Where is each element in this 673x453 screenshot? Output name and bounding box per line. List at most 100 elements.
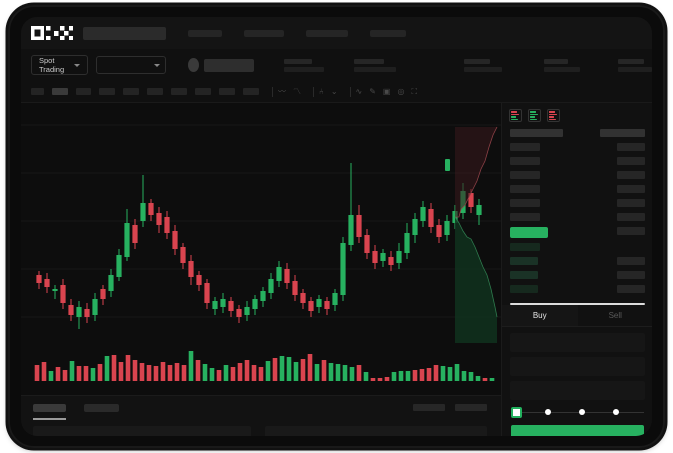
orderbook-bid-row[interactable] (510, 285, 645, 299)
timeframe-15m[interactable] (76, 88, 91, 95)
order-amount-field[interactable] (510, 356, 645, 376)
bottom-action-1[interactable] (413, 404, 445, 411)
orderbook-bid-row[interactable] (510, 271, 645, 285)
orderbook-ask-row[interactable] (510, 157, 645, 171)
toolbar-divider (349, 86, 351, 97)
market-type-dropdown[interactable]: Spot Trading (31, 55, 88, 75)
nav-item-3[interactable] (306, 29, 348, 37)
compare-icon[interactable]: 〽 (293, 86, 301, 96)
trading-pair-select[interactable] (95, 56, 167, 74)
depth-chart-overlay (445, 117, 501, 347)
logo-letter-x (60, 26, 73, 40)
chevron-down-icon (154, 63, 161, 67)
orderbook-view-toggles (502, 103, 652, 127)
indicators-icon[interactable]: 〰 (278, 86, 286, 96)
orderbook-ask-row[interactable] (510, 143, 645, 157)
depth-ask-area (455, 127, 497, 217)
tab-order-history[interactable] (84, 404, 119, 412)
volume-chart (21, 337, 501, 395)
price-marker-icon (445, 159, 450, 171)
chart-toolbar: 〰 〽 ⑃ ⌄ ∿ ✎ ▣ ◎ ⛶ (21, 81, 652, 103)
nav-item-1[interactable] (188, 29, 222, 37)
tablet-device-frame: Spot Trading (8, 5, 665, 448)
order-form (502, 327, 652, 400)
chart-type-icon[interactable]: ⑃ (319, 86, 324, 96)
tab-sell[interactable]: Sell (608, 310, 622, 320)
orderbook-both-icon[interactable] (509, 109, 522, 122)
settings-icon[interactable]: ◎ (397, 86, 405, 96)
nav-item-4[interactable] (370, 29, 406, 37)
orderbook-asks-icon[interactable] (547, 109, 560, 122)
orderbook[interactable] (502, 127, 652, 299)
orders-bottom-panel (21, 395, 501, 436)
stat-24h-low (464, 58, 502, 72)
orders-actions (413, 404, 487, 411)
orders-tab-list (33, 404, 119, 412)
slider-stop-75[interactable] (613, 408, 619, 415)
timeframe-30m[interactable] (99, 88, 115, 95)
order-amount-slider[interactable] (511, 406, 644, 419)
timeframe-1h[interactable] (123, 88, 139, 95)
search-input[interactable] (83, 26, 166, 40)
orderbook-ask-row[interactable] (510, 199, 645, 213)
active-tab-underline (33, 418, 66, 420)
top-navigation-bar (21, 17, 652, 49)
timeframe-2h[interactable] (147, 88, 163, 95)
orderbook-bids-icon[interactable] (528, 109, 541, 122)
order-price-field[interactable] (510, 332, 645, 352)
buy-sell-tabs: Buy Sell (502, 304, 652, 327)
timeframe-5m[interactable] (52, 88, 68, 95)
timeframe-1m[interactable] (31, 88, 44, 95)
slider-stop-50[interactable] (579, 408, 585, 415)
nav-item-2[interactable] (244, 29, 284, 37)
slider-handle[interactable] (511, 406, 522, 418)
app-screen: Spot Trading (21, 17, 652, 436)
logo-letter-k (45, 26, 59, 40)
depth-chart-svg (445, 126, 498, 343)
orderbook-bid-row[interactable] (510, 257, 645, 271)
fullscreen-icon[interactable]: ⛶ (411, 86, 418, 96)
timeframe-4h[interactable] (171, 88, 187, 95)
orders-content-cards (33, 426, 487, 436)
drawing-tool-icon[interactable]: ✎ (369, 86, 376, 96)
toolbar-divider (272, 86, 273, 97)
slider-stop-25[interactable] (545, 408, 551, 415)
snapshot-icon[interactable]: ▣ (382, 86, 391, 96)
candlestick-chart[interactable] (21, 103, 501, 337)
order-total-field[interactable] (510, 380, 645, 400)
chevron-down-icon (73, 63, 80, 67)
stat-24h-high (354, 58, 396, 72)
tab-open-orders[interactable] (33, 404, 66, 412)
orderbook-header-row (510, 129, 645, 143)
orderbook-ask-row[interactable] (510, 185, 645, 199)
bottom-card-left (33, 426, 251, 436)
orderbook-trade-panel: Buy Sell (501, 103, 652, 436)
depth-bid-line (454, 216, 498, 318)
depth-ask-line (455, 126, 498, 218)
more-chevron-icon[interactable]: ⌄ (330, 86, 338, 96)
depth-bid-area (455, 217, 497, 343)
logo-letter-o (31, 26, 44, 40)
tab-buy[interactable]: Buy (502, 304, 578, 326)
timeframe-12h[interactable] (219, 88, 235, 95)
orderbook-ask-row[interactable] (510, 171, 645, 185)
stat-24h-turnover (618, 58, 652, 72)
toolbar-divider (313, 86, 314, 97)
stat-24h-change (284, 58, 324, 72)
stat-24h-volume (544, 58, 580, 72)
coin-avatar (188, 58, 200, 72)
orderbook-ask-row[interactable] (510, 213, 645, 227)
timeframe-1d[interactable] (243, 88, 259, 95)
okx-logo-icon[interactable] (31, 26, 73, 40)
bottom-card-right (265, 426, 487, 436)
candlestick-series (21, 124, 501, 329)
line-tool-icon[interactable]: ∿ (355, 86, 363, 96)
market-sub-bar: Spot Trading (21, 49, 652, 81)
timeframe-6h[interactable] (195, 88, 211, 95)
orderbook-bid-row[interactable] (510, 243, 645, 257)
market-type-label: Spot Trading (39, 56, 65, 74)
orderbook-divider (510, 303, 645, 305)
place-buy-order-button[interactable] (511, 424, 644, 436)
last-price-value (204, 58, 254, 72)
bottom-action-2[interactable] (455, 404, 487, 411)
